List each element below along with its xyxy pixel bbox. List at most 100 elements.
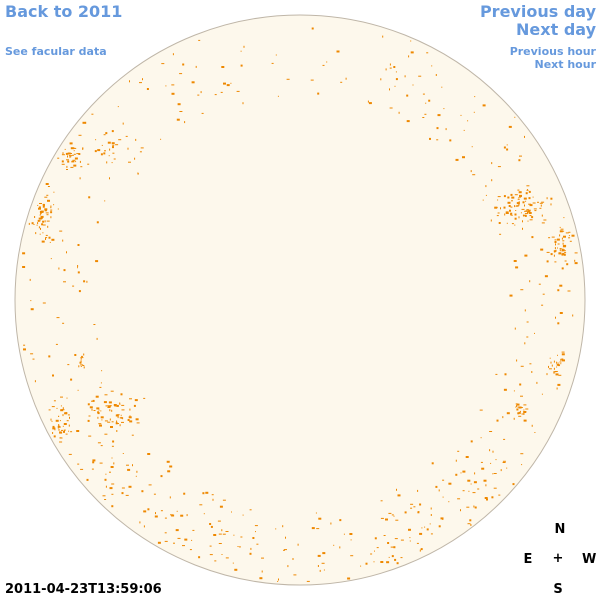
facula-speck <box>60 396 63 398</box>
facula-speck <box>221 554 223 555</box>
facula-speck <box>546 251 550 253</box>
facula-speck <box>524 204 525 207</box>
facula-speck <box>87 403 90 406</box>
facula-speck <box>489 431 493 432</box>
facula-speck <box>203 513 205 515</box>
facula-speck <box>485 194 487 196</box>
facula-speck <box>39 214 41 216</box>
facula-speck <box>562 230 565 232</box>
facula-speck <box>380 561 384 563</box>
facula-speck <box>393 66 396 68</box>
facula-speck <box>527 220 529 222</box>
facula-speck <box>261 557 264 559</box>
facula-speck <box>42 203 45 206</box>
facula-speck <box>112 440 115 443</box>
facula-speck <box>380 78 382 81</box>
facula-speck <box>77 244 80 246</box>
facula-speck <box>91 400 93 402</box>
facula-speck <box>240 64 243 67</box>
facula-speck <box>73 153 76 155</box>
facula-speck <box>42 224 46 226</box>
facula-speck <box>513 390 515 392</box>
facula-speck <box>75 161 77 163</box>
facula-speck <box>316 528 320 530</box>
facula-speck <box>388 512 392 514</box>
facula-speck <box>186 514 188 517</box>
facula-speck <box>115 405 119 407</box>
facula-speck <box>518 406 522 409</box>
next-day-link[interactable]: Next day <box>516 20 596 39</box>
facula-speck <box>57 208 59 210</box>
facula-speck <box>438 525 441 528</box>
previous-hour-link[interactable]: Previous hour <box>509 45 596 58</box>
facula-speck <box>23 348 26 351</box>
facula-speck <box>557 362 559 364</box>
back-to-year-link[interactable]: Back to 2011 <box>5 2 123 21</box>
facula-speck <box>473 111 475 113</box>
facula-speck <box>77 463 80 465</box>
facula-speck <box>226 84 230 87</box>
facula-speck <box>393 515 395 517</box>
facula-speck <box>497 199 499 201</box>
facula-speck <box>49 241 51 243</box>
facula-speck <box>94 150 97 153</box>
facula-speck <box>460 509 461 512</box>
facula-speck <box>563 253 566 256</box>
compass-north: N <box>554 522 566 537</box>
facula-speck <box>539 202 543 204</box>
facula-speck <box>504 373 507 376</box>
facula-speck <box>574 252 578 254</box>
facula-speck <box>524 214 527 217</box>
facula-speck <box>502 416 504 419</box>
facula-speck <box>63 423 67 425</box>
facula-speck <box>105 405 109 407</box>
facula-speck <box>417 489 419 492</box>
facula-speck <box>540 204 542 207</box>
facula-speck <box>107 421 111 423</box>
facula-speck <box>418 75 422 77</box>
facula-speck <box>422 93 425 95</box>
facula-speck <box>214 94 217 96</box>
facula-speck <box>510 193 513 196</box>
facula-speck <box>69 142 73 145</box>
facula-speck <box>506 222 508 224</box>
facula-speck <box>492 473 494 475</box>
facula-speck <box>31 222 34 225</box>
facula-speck <box>408 528 411 531</box>
facula-speck <box>556 361 558 364</box>
facula-speck <box>101 419 103 421</box>
facula-speck <box>40 212 42 214</box>
facula-speck <box>511 223 514 225</box>
facula-speck <box>480 461 483 463</box>
facula-speck <box>455 158 459 161</box>
facula-speck <box>197 94 200 96</box>
facula-speck <box>574 262 578 265</box>
see-facular-data-link[interactable]: See facular data <box>5 45 107 58</box>
facula-speck <box>284 549 287 551</box>
facula-speck <box>209 523 212 525</box>
facula-speck <box>506 144 508 146</box>
facula-speck <box>539 207 542 209</box>
facula-speck <box>410 40 412 42</box>
facula-speck <box>86 478 89 481</box>
facula-speck <box>59 437 63 439</box>
facula-speck <box>317 554 321 557</box>
facula-speck <box>209 545 212 547</box>
previous-day-link[interactable]: Previous day <box>479 2 596 21</box>
facula-speck <box>515 205 519 207</box>
facula-speck <box>540 248 544 251</box>
facula-speck <box>249 552 252 555</box>
facula-speck <box>517 189 520 191</box>
facula-speck <box>171 514 175 517</box>
facula-speck <box>514 194 518 196</box>
facula-speck <box>73 147 77 149</box>
facula-speck <box>561 267 564 270</box>
facula-speck <box>95 260 99 263</box>
facula-speck <box>553 372 556 374</box>
facula-speck <box>230 82 232 84</box>
facula-speck <box>111 162 113 164</box>
facula-speck <box>336 50 340 53</box>
facula-speck <box>121 492 124 495</box>
facula-speck <box>410 507 413 509</box>
next-hour-link[interactable]: Next hour <box>534 58 597 71</box>
